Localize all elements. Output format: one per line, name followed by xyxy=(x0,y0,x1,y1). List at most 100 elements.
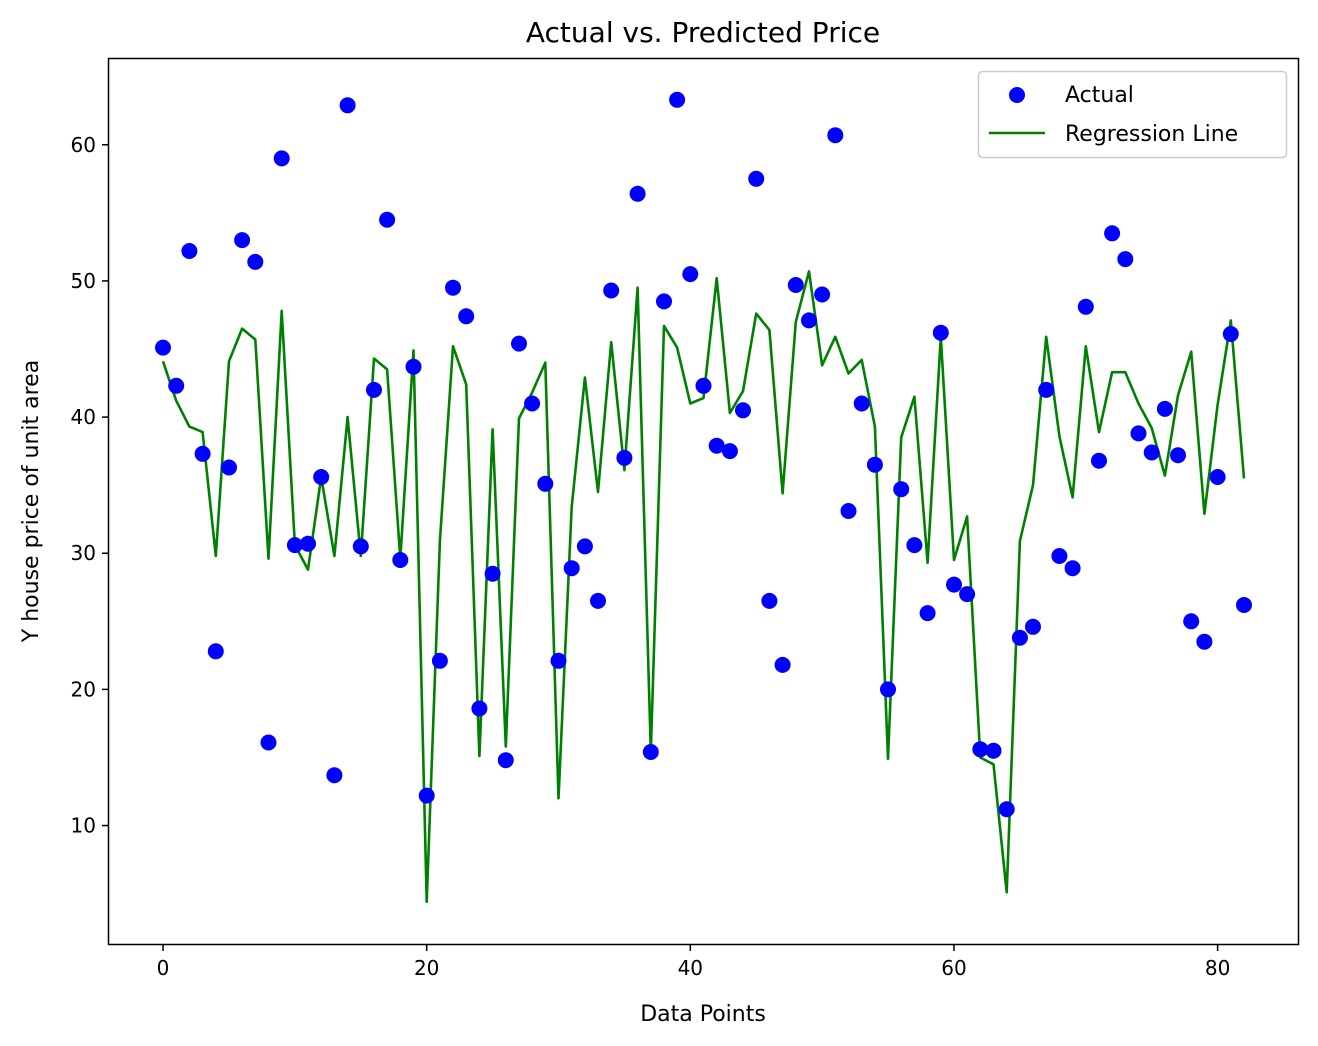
legend-label-regression: Regression Line xyxy=(1065,122,1238,147)
actual-point xyxy=(576,538,593,555)
actual-point xyxy=(1011,629,1028,646)
x-tick-label: 40 xyxy=(678,956,703,980)
actual-point xyxy=(326,767,343,784)
actual-point xyxy=(471,700,488,717)
actual-point xyxy=(1091,452,1107,469)
y-axis: 10 20 30 40 50 60 xyxy=(71,133,109,838)
actual-point xyxy=(1196,633,1213,650)
actual-point xyxy=(1183,613,1200,630)
actual-point xyxy=(840,503,857,519)
actual-point xyxy=(880,681,896,698)
actual-point xyxy=(906,537,923,554)
actual-point xyxy=(339,97,356,114)
actual-point xyxy=(814,286,831,303)
actual-point xyxy=(497,752,514,769)
actual-point xyxy=(431,652,448,669)
actual-point xyxy=(1025,618,1041,635)
actual-point xyxy=(616,449,633,466)
actual-point xyxy=(761,592,778,609)
actual-point xyxy=(1236,597,1252,613)
actual-point xyxy=(721,443,738,460)
actual-point xyxy=(221,459,237,476)
actual-point xyxy=(286,537,303,554)
regression-line xyxy=(161,270,1246,904)
actual-point xyxy=(352,538,369,555)
actual-point xyxy=(445,279,461,296)
actual-point xyxy=(787,277,804,293)
actual-point xyxy=(379,211,396,228)
actual-point xyxy=(748,170,765,187)
legend-marker-actual xyxy=(1009,87,1025,103)
actual-point xyxy=(629,185,646,202)
actual-point xyxy=(1064,560,1081,577)
chart-title: Actual vs. Predicted Price xyxy=(526,16,880,49)
y-tick-label: 30 xyxy=(71,541,96,565)
actual-point xyxy=(484,565,501,582)
actual-point xyxy=(1143,444,1160,461)
axes-frame xyxy=(107,57,1300,946)
actual-point xyxy=(919,605,936,622)
actual-point xyxy=(932,324,949,341)
actual-point xyxy=(642,744,659,760)
x-tick-label: 0 xyxy=(157,956,170,980)
actual-point xyxy=(959,586,976,603)
actual-point xyxy=(866,456,883,473)
actual-point xyxy=(366,381,382,398)
actual-point xyxy=(181,243,198,259)
x-tick-label: 60 xyxy=(941,956,966,980)
actual-point xyxy=(273,150,290,167)
y-tick-label: 40 xyxy=(71,405,96,429)
actual-point xyxy=(998,801,1015,818)
legend: Actual Regression Line xyxy=(977,70,1288,159)
actual-point xyxy=(893,481,910,498)
actual-point xyxy=(590,592,606,609)
actual-point xyxy=(1051,548,1068,564)
actual-point xyxy=(801,312,817,329)
actual-point xyxy=(392,552,409,568)
actual-point xyxy=(946,576,962,593)
actual-point xyxy=(735,402,751,419)
actual-point xyxy=(682,266,699,283)
actual-point xyxy=(1156,400,1173,417)
x-tick-label: 20 xyxy=(414,956,439,980)
actual-point xyxy=(524,395,541,412)
actual-point xyxy=(603,282,620,299)
actual-point xyxy=(1130,425,1147,442)
actual-point xyxy=(550,652,567,669)
actual-point xyxy=(194,445,211,462)
y-tick-label: 20 xyxy=(71,677,96,701)
x-axis-label: Data Points xyxy=(640,1002,766,1027)
actual-point xyxy=(313,469,330,485)
actual-point xyxy=(247,253,264,270)
actual-point xyxy=(1209,469,1226,485)
x-axis: 0 20 40 60 80 xyxy=(157,944,1230,980)
actual-point xyxy=(985,742,1002,759)
actual-point xyxy=(300,535,316,552)
actual-point xyxy=(168,377,185,394)
actual-point xyxy=(207,643,224,660)
y-tick-label: 60 xyxy=(71,133,96,157)
actual-point xyxy=(418,787,435,804)
actual-point xyxy=(656,293,672,310)
actual-point xyxy=(511,335,527,352)
actual-point xyxy=(695,377,712,394)
actual-point xyxy=(669,91,686,108)
actual-point xyxy=(1117,251,1134,268)
actual-point xyxy=(458,308,475,325)
y-axis-label: Y house price of unit area xyxy=(19,360,44,643)
actual-point xyxy=(405,358,422,375)
legend-label-actual: Actual xyxy=(1065,83,1134,108)
actual-point xyxy=(155,339,171,356)
actual-point xyxy=(853,395,870,412)
x-tick-label: 80 xyxy=(1205,956,1230,980)
actual-point xyxy=(774,656,791,673)
actual-point xyxy=(1104,225,1121,242)
y-tick-label: 10 xyxy=(71,814,96,838)
legend-box xyxy=(977,70,1288,159)
actual-point xyxy=(708,437,725,454)
actual-point xyxy=(827,127,844,144)
actual-point xyxy=(563,560,580,577)
actual-point xyxy=(537,475,554,492)
actual-point xyxy=(1038,381,1055,398)
